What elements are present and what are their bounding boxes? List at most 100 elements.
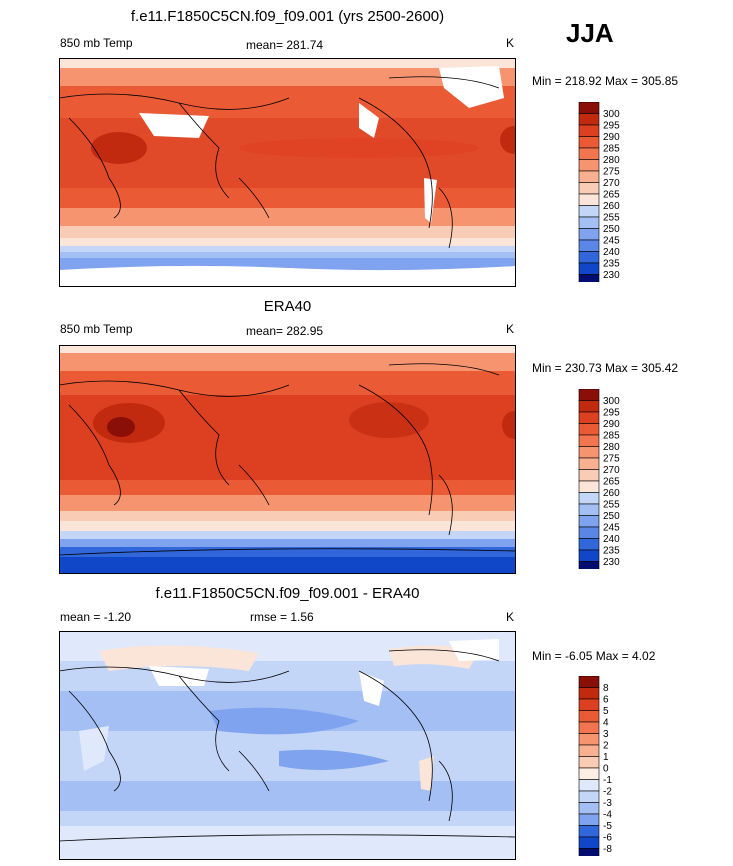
colorbar-swatch: [578, 136, 600, 149]
colorbar-swatch: [578, 434, 600, 447]
colorbar-tick-label: 270: [603, 465, 620, 476]
colorbar-tick-label: 285: [603, 144, 620, 155]
panel2-mean-label: mean= 282.95: [246, 324, 324, 338]
colorbar-tick-label: -8: [603, 844, 612, 855]
colorbar-swatch: [578, 767, 600, 780]
colorbar-swatch: [578, 538, 600, 551]
colorbar-swatch: [578, 170, 600, 183]
colorbar-swatch: [578, 159, 600, 172]
panel3-rmse-label: rmse = 1.56: [250, 610, 314, 624]
colorbar-swatch: [578, 515, 600, 528]
colorbar-tick-label: 300: [603, 396, 620, 407]
colorbar-swatch: [578, 744, 600, 757]
colorbar-swatch: [578, 503, 600, 516]
colorbar-swatch: [578, 124, 600, 137]
colorbar-tick-label: 240: [603, 247, 620, 258]
panel2-temperature-bands: [59, 345, 516, 574]
colorbar-tick-label: 255: [603, 213, 620, 224]
colorbar-tick-label: 0: [603, 764, 609, 775]
colorbar-tick-label: 4: [603, 718, 609, 729]
colorbar-tick-label: 275: [603, 454, 620, 465]
colorbar-swatch: [578, 193, 600, 206]
colorbar-tick-label: 235: [603, 259, 620, 270]
panel3-map: [59, 631, 516, 860]
panel3-units: K: [506, 610, 515, 624]
colorbar-tick-label: -1: [603, 775, 612, 786]
colorbar-tick-label: -4: [603, 810, 612, 821]
colorbar-swatch: [578, 698, 600, 711]
colorbar-swatch: [578, 813, 600, 826]
colorbar-swatch: [578, 113, 600, 126]
colorbar-tick-label: 3: [603, 729, 609, 740]
colorbar-tick-label: 290: [603, 419, 620, 430]
colorbar-swatch: [578, 411, 600, 424]
panel2-units: K: [506, 322, 515, 336]
colorbar-swatch: [578, 228, 600, 241]
panel3-mean-label: mean = -1.20: [60, 610, 132, 624]
colorbar-swatch: [578, 389, 600, 401]
colorbar-tick-label: 280: [603, 442, 620, 453]
colorbar-swatch: [578, 205, 600, 218]
panel1-min-max: Min = 218.92 Max = 305.85: [532, 74, 679, 88]
panel3-coastlines: [59, 649, 516, 842]
colorbar-swatch: [578, 480, 600, 493]
panel1-map: [59, 58, 516, 287]
colorbar-swatch: [578, 423, 600, 436]
panel1-coastlines: [59, 76, 500, 249]
colorbar-swatch: [578, 756, 600, 769]
colorbar-tick-label: 240: [603, 534, 620, 545]
panel2-min-max: Min = 230.73 Max = 305.42: [532, 361, 679, 375]
colorbar-swatch: [578, 790, 600, 803]
panel2-map: [59, 345, 516, 574]
colorbar-swatch: [578, 710, 600, 723]
panel1-temperature-bands: [59, 58, 516, 287]
colorbar-tick-label: 255: [603, 500, 620, 511]
colorbar-tick-label: 8: [603, 683, 609, 694]
colorbar-tick-label: -5: [603, 821, 612, 832]
colorbar-swatch: [578, 147, 600, 160]
colorbar-swatch: [578, 721, 600, 734]
colorbar-swatch: [578, 457, 600, 470]
colorbar-tick-label: 250: [603, 224, 620, 235]
panel2-colorbar: 3002952902852802752702652602552502452402…: [578, 389, 620, 569]
colorbar-tick-label: 245: [603, 523, 620, 534]
panel3-map-frame: [59, 631, 516, 860]
colorbar-swatch: [578, 733, 600, 746]
colorbar-tick-label: 230: [603, 557, 620, 568]
colorbar-swatch: [578, 492, 600, 505]
season-label: JJA: [566, 18, 614, 48]
colorbar-tick-label: 280: [603, 155, 620, 166]
panel2-map-frame: [59, 345, 516, 574]
colorbar-swatch: [578, 526, 600, 539]
panel2-variable-label: 850 mb Temp: [60, 322, 133, 336]
colorbar-swatch: [578, 687, 600, 700]
colorbar-tick-label: 235: [603, 546, 620, 557]
panel3-min-max: Min = -6.05 Max = 4.02: [532, 649, 656, 663]
colorbar-tick-label: 2: [603, 741, 609, 752]
colorbar-swatch: [578, 274, 600, 282]
panel2-title: ERA40: [263, 298, 312, 315]
colorbar-swatch: [578, 400, 600, 413]
colorbar-tick-label: 1: [603, 752, 609, 763]
colorbar-tick-label: 265: [603, 477, 620, 488]
colorbar-tick-label: 5: [603, 706, 609, 717]
colorbar-swatch: [578, 561, 600, 569]
colorbar-tick-label: -3: [603, 798, 612, 809]
colorbar-tick-label: 230: [603, 270, 620, 281]
colorbar-swatch: [578, 216, 600, 229]
panel3-difference-bands: [59, 631, 516, 860]
colorbar-tick-label: 270: [603, 178, 620, 189]
colorbar-swatch: [578, 779, 600, 792]
colorbar-tick-label: 300: [603, 109, 620, 120]
panel3-title: f.e11.F1850C5CN.f09_f09.001 - ERA40: [155, 585, 420, 602]
colorbar-tick-label: 295: [603, 408, 620, 419]
panel1-colorbar: 3002952902852802752702652602552502452402…: [578, 102, 620, 282]
colorbar-tick-label: -2: [603, 787, 612, 798]
colorbar-tick-label: 260: [603, 488, 620, 499]
colorbar-swatch: [578, 251, 600, 264]
panel1-variable-label: 850 mb Temp: [60, 36, 133, 50]
panel1-map-frame: [59, 58, 516, 287]
panel1-units: K: [506, 36, 515, 50]
colorbar-swatch: [578, 848, 600, 856]
colorbar-swatch: [578, 469, 600, 482]
